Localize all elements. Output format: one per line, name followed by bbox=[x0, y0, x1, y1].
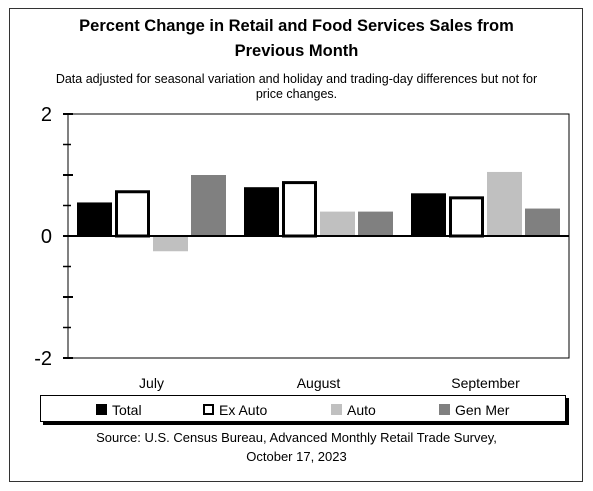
legend-label-auto: Auto bbox=[347, 401, 376, 418]
legend-item-ex-auto: Ex Auto bbox=[203, 401, 267, 418]
title-line-2: Previous Month bbox=[234, 42, 359, 60]
bar-gen-mer-july bbox=[191, 175, 226, 236]
bar-gen-mer-september bbox=[525, 208, 560, 236]
bar-ex-auto-september bbox=[449, 196, 484, 238]
y-tick-label: 2 bbox=[41, 104, 52, 126]
bar-ex-auto-july bbox=[115, 190, 150, 238]
source-line-1: Source: U.S. Census Bureau, Advanced Mon… bbox=[96, 430, 497, 445]
chart-subtitle: Data adjusted for seasonal variation and… bbox=[0, 72, 593, 102]
chart-title: Percent Change in Retail and Food Servic… bbox=[0, 14, 593, 64]
title-line-1: Percent Change in Retail and Food Servic… bbox=[79, 17, 514, 35]
legend-item-auto: Auto bbox=[331, 401, 376, 418]
legend-label-ex-auto: Ex Auto bbox=[219, 401, 268, 418]
legend: Total Ex Auto Auto Gen Mer bbox=[40, 395, 566, 422]
legend-swatch-total bbox=[96, 404, 107, 415]
legend-swatch-gen-mer bbox=[439, 404, 450, 415]
x-tick-label: September bbox=[451, 375, 520, 391]
x-tick-label: July bbox=[139, 375, 164, 391]
bar-ex-auto-august bbox=[282, 181, 317, 238]
source-note: Source: U.S. Census Bureau, Advanced Mon… bbox=[0, 428, 593, 466]
bar-auto-august bbox=[320, 211, 355, 236]
subtitle-line-1: Data adjusted for seasonal variation and… bbox=[55, 72, 538, 86]
legend-label-gen-mer: Gen Mer bbox=[455, 401, 510, 418]
legend-swatch-ex-auto bbox=[203, 404, 214, 415]
legend-item-gen-mer: Gen Mer bbox=[439, 401, 509, 418]
legend-label-total: Total bbox=[112, 401, 142, 418]
bar-total-july bbox=[77, 202, 112, 236]
subtitle-line-2: price changes. bbox=[255, 87, 338, 101]
bar-auto-september bbox=[487, 171, 522, 236]
bar-total-august bbox=[244, 187, 279, 236]
bar-gen-mer-august bbox=[358, 211, 393, 236]
x-tick-label: August bbox=[297, 375, 341, 391]
bar-auto-july bbox=[153, 236, 188, 252]
bar-total-september bbox=[411, 193, 446, 236]
legend-item-total: Total bbox=[96, 401, 142, 418]
source-line-2: October 17, 2023 bbox=[246, 449, 347, 464]
y-tick-label: 0 bbox=[41, 226, 52, 248]
legend-swatch-auto bbox=[331, 404, 342, 415]
y-tick-label: -2 bbox=[34, 348, 52, 370]
